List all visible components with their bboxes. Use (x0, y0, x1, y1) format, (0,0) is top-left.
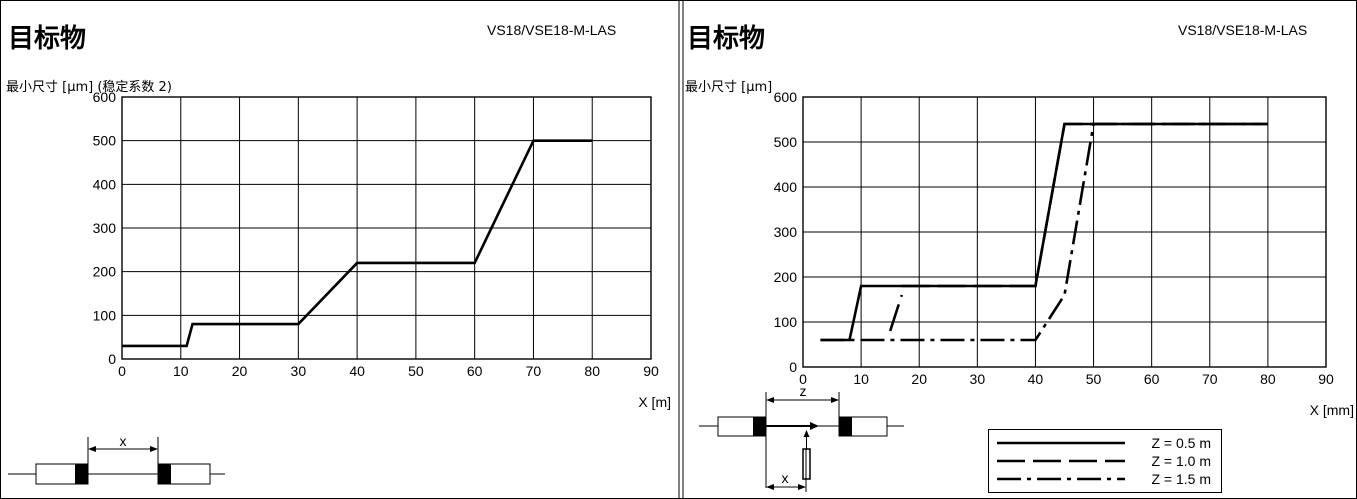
x-axis-label: X [mm] (1310, 402, 1354, 418)
legend-swatch-dashdot (997, 477, 1125, 481)
y-tick-label: 600 (93, 89, 117, 105)
chart-plot-left: 0 10 20 30 40 50 60 70 80 90 0 100 200 300 400 500 600 X … (8, 89, 671, 485)
chart-plot-right: 0 10 20 30 40 50 60 70 80 900100200300400500600X … (699, 89, 1354, 492)
x-tick-label: 50 (408, 363, 424, 379)
y-tick-label: 600 (774, 89, 798, 105)
y-tick-label: 500 (93, 133, 117, 149)
chart-panel-right: 目标物 VS18/VSE18-M-LAS 最小尺寸 [μm] 0 10 20 30 40… (679, 0, 1357, 499)
x-tick-label: 20 (232, 363, 248, 379)
x-tick-label: 0 (118, 363, 126, 379)
x-tick-label: 50 (1086, 371, 1102, 387)
x-tick-label: 30 (291, 363, 307, 379)
dim-arrow-right (831, 397, 839, 403)
emitter-lens (75, 464, 88, 484)
object-pointer-arrow (803, 430, 810, 437)
legend-swatch-dash (997, 459, 1125, 463)
x-tick-label: 20 (911, 371, 927, 387)
y-tick-label: 100 (93, 307, 117, 323)
x-tick-label: 10 (853, 371, 869, 387)
legend-item: Z = 1.0 m (997, 451, 1213, 471)
x-tick-label: 40 (1028, 371, 1044, 387)
legend-swatch-solid (997, 441, 1125, 445)
dim-arrow-left (88, 446, 96, 452)
distance-label-x: x (120, 433, 127, 449)
distance-label-z: z (800, 383, 807, 399)
x-tick-label: 90 (643, 363, 659, 379)
dim-arrow-left (766, 484, 774, 490)
dim-arrow-right (150, 446, 158, 452)
x-tick-label: 30 (970, 371, 986, 387)
receiver-lens (158, 464, 171, 484)
y-tick-label: 400 (93, 176, 117, 192)
x-tick-label: 90 (1318, 371, 1334, 387)
y-tick-label: 200 (93, 264, 117, 280)
x-tick-label: 60 (467, 363, 483, 379)
y-tick-label: 200 (774, 269, 798, 285)
y-tick-label: 300 (93, 220, 117, 236)
chart-panel-left: 目标物 VS18/VSE18-M-LAS 最小尺寸 [μm] (稳定系数 2) … (6, 22, 671, 485)
x-tick-label: 40 (349, 363, 365, 379)
legend-label: Z = 1.5 m (1151, 471, 1211, 487)
beam-arrow (810, 422, 819, 430)
legend-item: Z = 1.5 m (997, 469, 1213, 489)
x-tick-label: 70 (1202, 371, 1218, 387)
x-tick-label: 10 (173, 363, 189, 379)
series-line-dash (901, 122, 1268, 288)
y-tick-label: 500 (774, 134, 798, 150)
legend-label: Z = 0.5 m (1151, 435, 1211, 451)
series-segment-dash (888, 294, 904, 332)
dim-arrow-right (798, 484, 806, 490)
y-tick-label: 0 (108, 351, 116, 367)
y-tick-label: 300 (774, 224, 798, 240)
receiver-lens (839, 417, 852, 436)
distance-label-x: x (782, 470, 789, 486)
emitter-lens (753, 417, 766, 436)
y-tick-label: 400 (774, 179, 798, 195)
chart-legend: Z = 0.5 m Z = 1.0 m Z = 1.5 m (988, 429, 1222, 493)
x-axis-label: X [m] (638, 394, 671, 410)
x-tick-label: 60 (1144, 371, 1160, 387)
y-tick-label: 100 (774, 314, 798, 330)
x-tick-label: 70 (526, 363, 542, 379)
x-tick-label: 80 (584, 363, 600, 379)
y-tick-label: 0 (789, 359, 797, 375)
dim-arrow-left (766, 397, 774, 403)
legend-label: Z = 1.0 m (1151, 453, 1211, 469)
legend-item: Z = 0.5 m (997, 433, 1213, 453)
x-tick-label: 80 (1260, 371, 1276, 387)
